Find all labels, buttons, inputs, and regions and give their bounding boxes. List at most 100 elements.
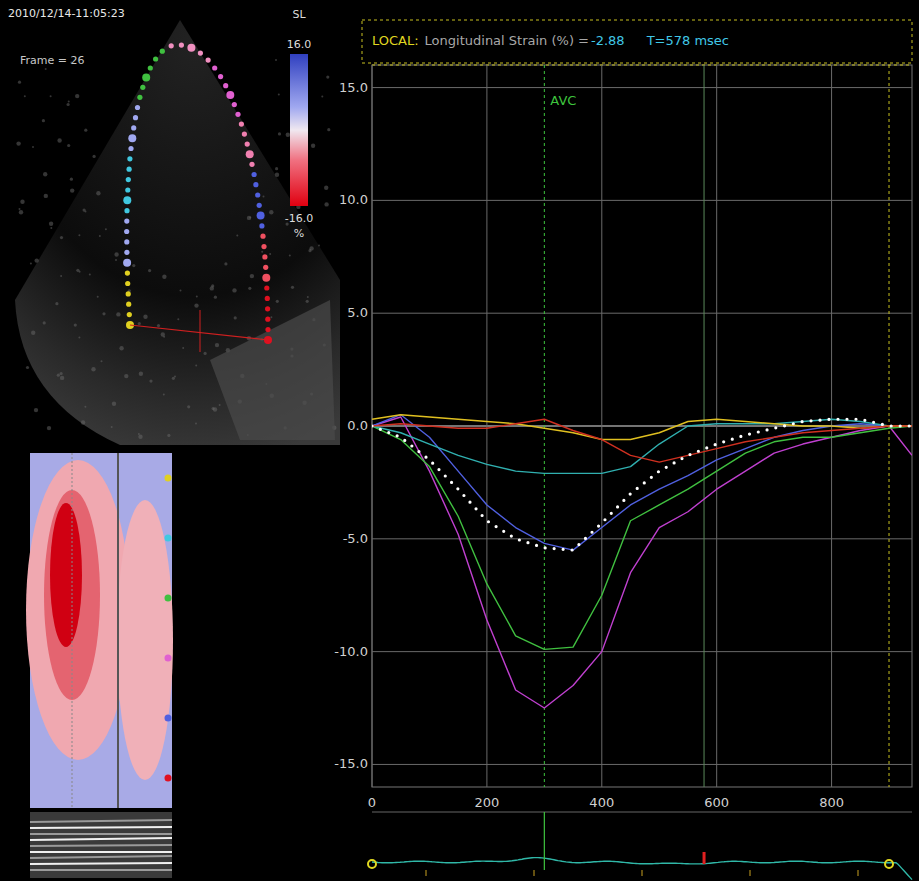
mmode-line: [72, 453, 73, 808]
speckle: [68, 100, 70, 102]
trace-dot: [126, 302, 131, 307]
speckle: [138, 322, 141, 325]
ecg-end: [885, 860, 893, 868]
speckle: [187, 405, 190, 408]
trace-dot: [223, 83, 228, 88]
trace-dot: [257, 212, 265, 220]
ecg-tick: [750, 870, 751, 876]
y-tick-label: -15.0: [334, 756, 368, 771]
ecg-cursor: [703, 852, 706, 864]
frame-label: Frame = 26: [20, 54, 84, 67]
speckle: [55, 302, 58, 305]
header-value: -2.88: [591, 33, 625, 48]
speckle: [327, 128, 330, 131]
speckle: [182, 347, 184, 349]
speckle: [30, 263, 32, 265]
trace-dot: [265, 306, 270, 311]
trace-dot: [265, 317, 270, 322]
speckle: [67, 144, 70, 147]
trace-dot: [206, 58, 211, 63]
trace-dot: [265, 296, 270, 301]
speckle: [138, 433, 140, 435]
plot-top-dash: [372, 65, 912, 66]
timestamp: 2010/12/14-11:05:23: [8, 7, 125, 20]
speckle: [138, 435, 142, 439]
speckle: [99, 235, 101, 237]
speckle: [102, 312, 105, 315]
speckle: [74, 324, 77, 327]
trace-dot: [142, 74, 150, 82]
trace-dot: [261, 244, 266, 249]
speckle: [43, 321, 46, 324]
trace-dot: [135, 105, 140, 110]
speckle: [57, 374, 60, 377]
trace-dot: [239, 122, 244, 127]
speckle: [60, 376, 64, 380]
mmode-stripe: [30, 827, 172, 828]
speckle: [161, 332, 165, 336]
speckle: [308, 249, 311, 252]
y-grid: [372, 651, 912, 652]
annotation-label: AVC: [550, 93, 576, 108]
speckle: [219, 404, 221, 406]
speckle: [195, 423, 197, 425]
speckle: [119, 346, 123, 350]
speckle: [50, 95, 52, 97]
speckle: [195, 365, 197, 367]
trace-dot: [260, 234, 265, 239]
trace-dot: [153, 56, 158, 61]
speckle: [83, 209, 86, 212]
speckle: [18, 81, 21, 84]
colorbar-unit: %: [294, 227, 304, 240]
speckle: [204, 352, 207, 355]
trace-dot: [126, 177, 131, 182]
trace-dot: [253, 182, 258, 187]
y-tick-label: -10.0: [334, 644, 368, 659]
trace-dot: [212, 65, 217, 70]
trace-dot: [124, 250, 129, 255]
trace-dot: [257, 203, 262, 208]
x-tick-label: 200: [474, 795, 499, 810]
plot-frame: [372, 65, 912, 787]
cross: [200, 310, 201, 352]
speckle: [269, 253, 271, 255]
series-line: [372, 419, 912, 550]
header-time: T=578 msec: [646, 33, 729, 48]
speckle: [194, 303, 198, 307]
trace-dot: [242, 132, 247, 137]
mmode-stripe: [30, 838, 172, 840]
header-prefix: LOCAL:: [372, 33, 419, 48]
series-line: [372, 415, 912, 440]
speckle: [114, 252, 118, 256]
speckle: [236, 235, 238, 237]
speckle: [79, 271, 81, 273]
speckle: [47, 426, 51, 430]
speckle: [212, 407, 215, 410]
speckle: [132, 264, 135, 267]
speckle: [97, 296, 99, 298]
speckle: [19, 210, 23, 214]
speckle: [157, 324, 160, 327]
y-tick-label: 10.0: [339, 192, 368, 207]
trace-dot: [124, 239, 129, 244]
speckle: [269, 210, 273, 214]
speckle: [261, 251, 263, 253]
speckle: [57, 138, 61, 142]
speckle: [85, 210, 87, 212]
ecg-axis: [372, 812, 912, 813]
trace-dot: [232, 102, 237, 107]
mmode-line: [117, 453, 119, 808]
speckle: [163, 394, 165, 396]
segment-dot: [165, 475, 172, 482]
trace-dot: [126, 291, 131, 296]
speckle: [174, 376, 176, 378]
trace-dot: [169, 43, 174, 48]
trace-dot: [263, 265, 268, 270]
ecg-tick: [858, 870, 859, 876]
trace-dot: [125, 271, 130, 276]
trace-dot: [124, 229, 129, 234]
speckle: [67, 103, 70, 106]
time-cursor: [704, 65, 705, 787]
speckle: [44, 194, 48, 198]
trace-dot: [255, 192, 260, 197]
